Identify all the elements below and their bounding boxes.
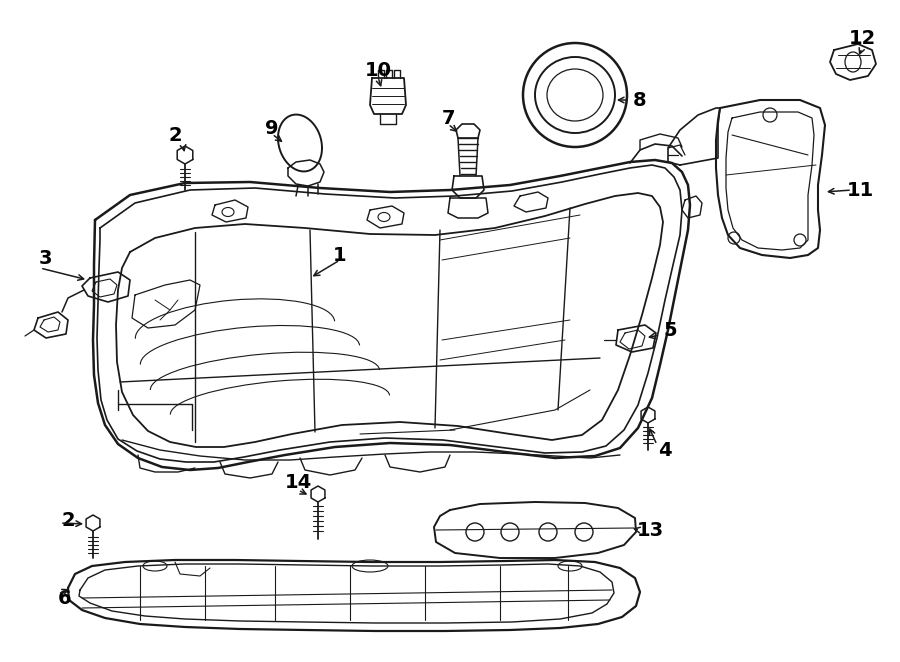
- Text: 3: 3: [39, 248, 52, 267]
- Text: 2: 2: [61, 510, 75, 530]
- Text: 12: 12: [849, 28, 876, 48]
- Text: 6: 6: [58, 589, 72, 608]
- Text: 5: 5: [663, 320, 677, 340]
- Text: 7: 7: [441, 109, 454, 128]
- Text: 13: 13: [636, 520, 663, 540]
- Text: 10: 10: [364, 60, 392, 79]
- Text: 9: 9: [266, 118, 279, 138]
- Text: 14: 14: [284, 473, 311, 491]
- Text: 8: 8: [634, 91, 647, 109]
- Text: 11: 11: [846, 181, 874, 199]
- Text: 4: 4: [658, 440, 671, 459]
- Text: 2: 2: [168, 126, 182, 144]
- Text: 1: 1: [333, 246, 346, 265]
